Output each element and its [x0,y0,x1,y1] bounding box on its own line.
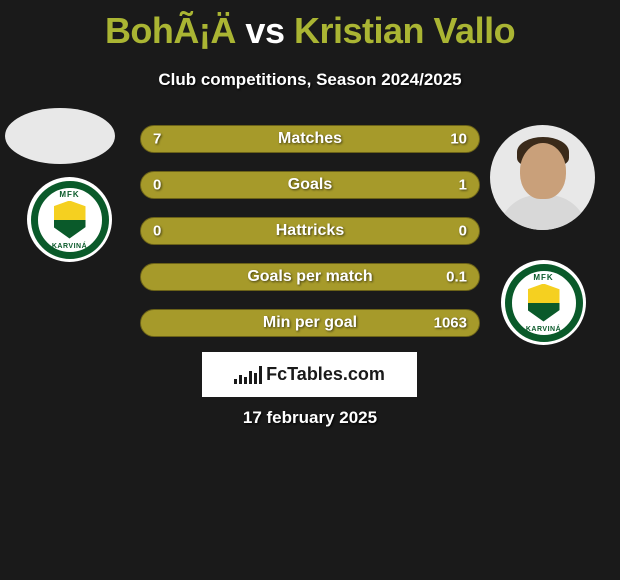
vs-separator: vs [245,10,284,51]
club-badge-bottom-text: KARVINÁ [38,243,102,250]
stat-label: Matches [278,130,342,148]
stat-label: Goals [288,176,332,194]
player1-avatar [5,108,115,164]
player2-name: Kristian Vallo [294,10,515,51]
player2-avatar [490,125,595,230]
brand-name: FcTables.com [266,364,385,385]
stat-row: 7 Matches 10 [140,125,480,153]
player1-name: BohÃ¡Ä [105,10,236,51]
club-badge-top-text: MFK [38,190,102,199]
page-title: BohÃ¡Ä vs Kristian Vallo [0,0,620,52]
subtitle: Club competitions, Season 2024/2025 [0,70,620,90]
player2-club-badge: MFK KARVINÁ [501,260,586,345]
stat-right-value: 0 [459,223,467,240]
stat-left-value: 0 [153,223,161,240]
club-badge-top-text: MFK [512,273,576,282]
stat-left-value: 0 [153,177,161,194]
stat-row: 0 Hattricks 0 [140,217,480,245]
snapshot-date: 17 february 2025 [0,408,620,428]
stat-label: Goals per match [247,268,372,286]
club-shield-icon [54,201,86,239]
stat-right-value: 0.1 [446,269,467,286]
brand-watermark: FcTables.com [202,352,417,397]
club-shield-icon [528,284,560,322]
bar-chart-icon [234,366,262,384]
stat-left-value: 7 [153,131,161,148]
stat-right-value: 1063 [434,315,467,332]
stat-right-value: 1 [459,177,467,194]
stat-row: Goals per match 0.1 [140,263,480,291]
club-badge-bottom-text: KARVINÁ [512,326,576,333]
stats-table: 7 Matches 10 0 Goals 1 0 Hattricks 0 Goa… [140,125,480,355]
stat-right-value: 10 [450,131,467,148]
stat-label: Hattricks [276,222,344,240]
stat-label: Min per goal [263,314,357,332]
stat-row: Min per goal 1063 [140,309,480,337]
stat-row: 0 Goals 1 [140,171,480,199]
player1-club-badge: MFK KARVINÁ [27,177,112,262]
